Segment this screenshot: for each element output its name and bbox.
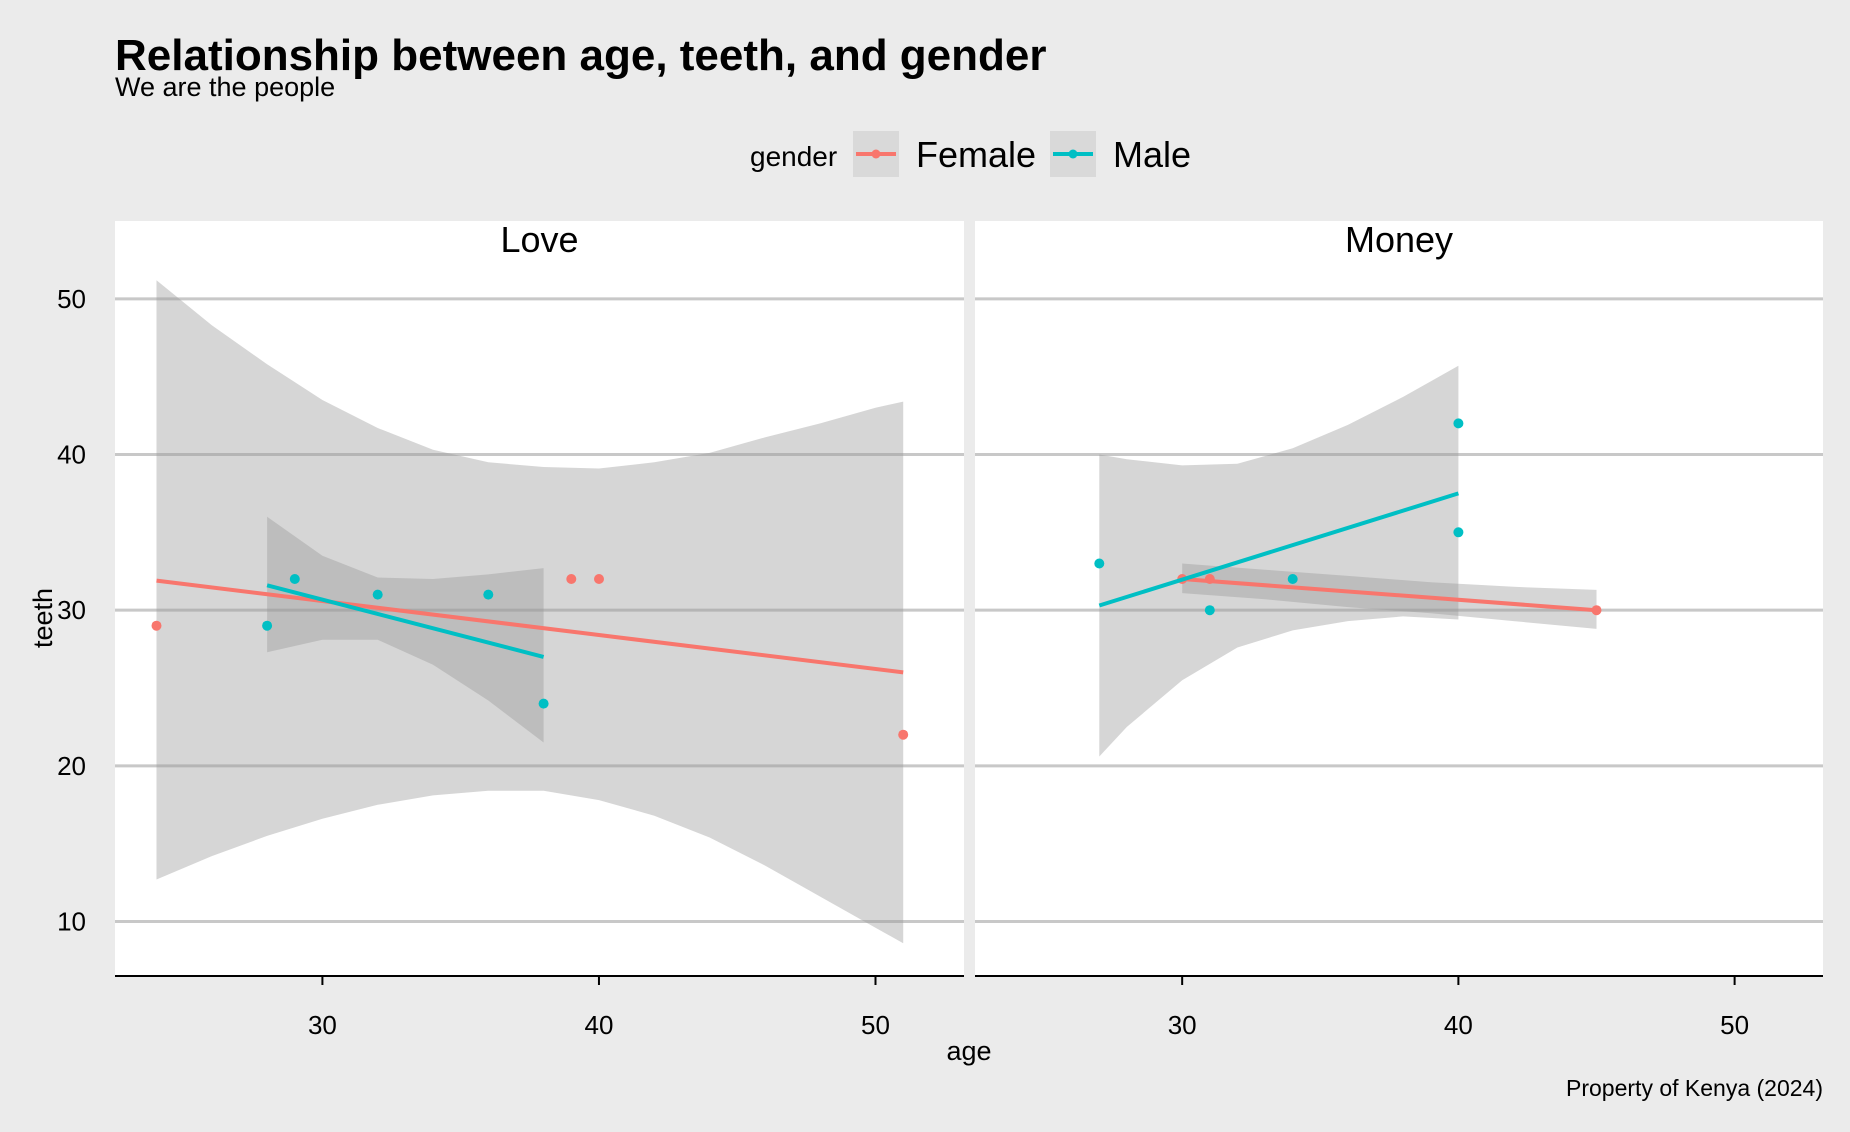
legend-label: Male xyxy=(1113,134,1191,175)
data-point-female xyxy=(898,729,909,740)
data-point-male xyxy=(538,698,549,709)
confidence-band-male xyxy=(1099,365,1459,757)
trend-line-male xyxy=(1098,491,1459,608)
y-tick-label-10: 10 xyxy=(57,907,86,937)
y-axis-title: teeth xyxy=(28,588,58,648)
x-tick-label-30: 30 xyxy=(308,1010,337,1040)
data-point-male xyxy=(289,574,300,584)
data-point-male xyxy=(1204,605,1215,616)
data-point-female xyxy=(594,574,604,584)
data-point-male xyxy=(1453,527,1464,538)
x-tick-label-40: 40 xyxy=(1444,1010,1473,1040)
legend-key-point xyxy=(871,149,881,159)
x-tick-label-40: 40 xyxy=(584,1010,613,1040)
trend-line-male xyxy=(266,583,545,659)
x-axis-title: age xyxy=(946,1036,991,1066)
facet-panels: Love 30 40 50 10 20 30 40 50 Money 30 40 50 xyxy=(57,219,1823,1040)
data-point-male xyxy=(372,589,383,600)
data-point-male xyxy=(1453,418,1464,429)
trend-line-female xyxy=(1182,577,1597,613)
facet-panel-money: Money 30 40 50 xyxy=(975,219,1823,1040)
legend-entry-male: Male xyxy=(1050,131,1191,177)
legend-entry-female: Female xyxy=(853,131,1036,177)
data-point-male xyxy=(262,620,273,631)
trend-line-female xyxy=(156,578,904,675)
x-tick-label-30: 30 xyxy=(1168,1010,1197,1040)
legend-key-point xyxy=(1068,149,1078,159)
y-tick-label-20: 20 xyxy=(57,751,86,781)
facet-panel-love: Love 30 40 50 10 20 30 40 50 xyxy=(57,219,964,1040)
data-point-male xyxy=(483,589,494,600)
confidence-band-male xyxy=(267,516,544,743)
chart-subtitle: We are the people xyxy=(115,72,335,102)
data-point-female xyxy=(151,620,162,631)
data-point-male xyxy=(1287,574,1298,584)
y-tick-label-30: 30 xyxy=(57,595,86,625)
legend-title: gender xyxy=(750,141,837,172)
confidence-band-female xyxy=(156,280,904,944)
legend-label: Female xyxy=(916,134,1036,175)
chart-caption: Property of Kenya (2024) xyxy=(1566,1075,1823,1101)
x-tick-label-50: 50 xyxy=(861,1010,890,1040)
data-point-female xyxy=(566,574,577,584)
y-tick-label-50: 50 xyxy=(57,284,86,314)
facet-strip-label: Love xyxy=(500,219,578,260)
chart-title: Relationship between age, teeth, and gen… xyxy=(115,31,1047,80)
panel-background xyxy=(115,221,964,976)
data-point-male xyxy=(1094,558,1105,569)
facet-strip-label: Money xyxy=(1345,219,1453,260)
x-tick-label-50: 50 xyxy=(1720,1010,1749,1040)
legend: gender Female Male xyxy=(750,131,1191,177)
y-tick-label-40: 40 xyxy=(57,440,86,470)
